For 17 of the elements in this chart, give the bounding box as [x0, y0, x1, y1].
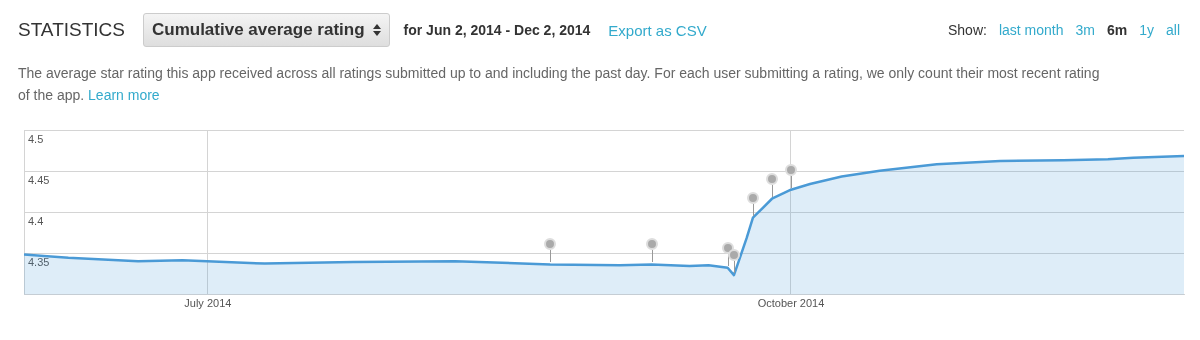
text: 3m [1075, 22, 1095, 38]
text: Show: [947, 22, 987, 38]
y-tick-label: 4.35 [28, 255, 50, 268]
chart-title: STATISTICS [18, 19, 125, 41]
text: all [1165, 22, 1180, 38]
x-tick-label: July 2014 [184, 297, 232, 310]
y-tick-label: 4.5 [28, 132, 44, 145]
text: 6m [1106, 22, 1128, 38]
x-tick-label: October 2014 [757, 297, 825, 310]
y-tick-label: 4.45 [28, 173, 50, 186]
chart-subtitle: Cumulative average rating [151, 20, 365, 40]
y-tick-label: 4.4 [28, 214, 44, 227]
text: 1y [1139, 22, 1154, 38]
text: Learn more [88, 87, 160, 103]
text: Export as CSV [608, 21, 707, 39]
text: for Jun 2, 2014 - Dec 2, 2014 [403, 22, 591, 38]
text: last month [998, 22, 1064, 38]
